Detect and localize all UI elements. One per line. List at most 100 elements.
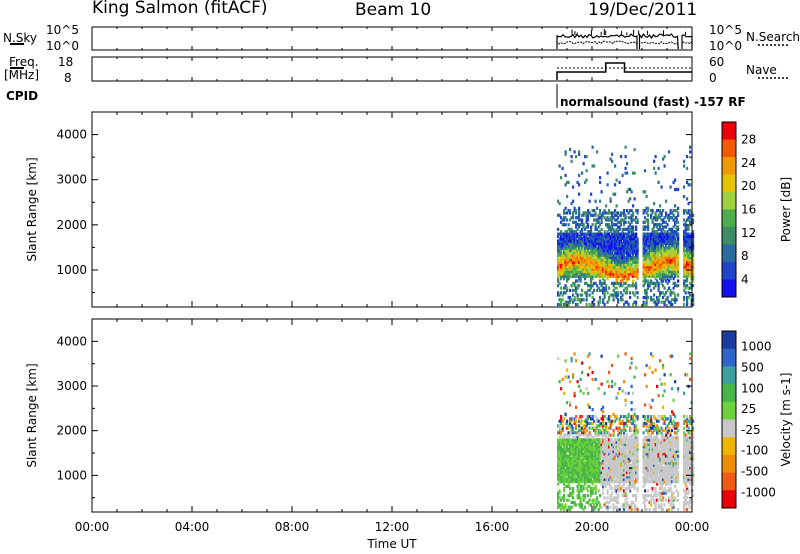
- range-cell: [650, 463, 653, 467]
- range-cell: [683, 473, 686, 477]
- range-cell: [587, 454, 590, 458]
- range-cell: [644, 169, 647, 173]
- range-cell: [663, 216, 666, 220]
- range-cell: [575, 253, 578, 257]
- range-cell: [621, 505, 624, 509]
- range-cell: [567, 454, 570, 458]
- range-cell: [687, 491, 690, 495]
- range-cell: [576, 473, 579, 477]
- range-cell: [573, 435, 576, 440]
- range-cell: [597, 302, 600, 307]
- range-cell: [584, 253, 587, 257]
- range-cell: [569, 253, 572, 257]
- range-cell: [606, 256, 609, 260]
- range-cell: [656, 470, 659, 474]
- range-cell: [647, 456, 650, 460]
- range-cell: [672, 473, 675, 477]
- range-cell: [684, 438, 687, 442]
- range-cell: [588, 484, 591, 488]
- range-cell: [600, 482, 603, 486]
- range-cell: [671, 354, 674, 358]
- range-cell: [629, 284, 632, 288]
- range-cell: [656, 463, 659, 467]
- range-cell: [564, 300, 567, 304]
- range-cell: [636, 452, 639, 456]
- range-cell: [558, 459, 561, 463]
- range-cell: [683, 218, 686, 222]
- range-cell: [606, 223, 609, 227]
- range-cell: [558, 265, 561, 269]
- range-cell: [612, 442, 615, 447]
- range-cell: [683, 507, 686, 512]
- range-cell: [578, 461, 581, 465]
- range-cell: [561, 424, 564, 428]
- range-cell: [674, 484, 677, 488]
- range-cell: [576, 284, 579, 288]
- range-cell: [606, 452, 609, 456]
- range-cell: [611, 272, 614, 276]
- range-cell: [674, 258, 677, 262]
- range-cell: [686, 487, 689, 491]
- range-cell: [629, 295, 632, 300]
- range-cell: [662, 263, 665, 267]
- range-cell: [662, 258, 665, 262]
- range-cell: [671, 473, 674, 477]
- range-cell: [612, 237, 615, 241]
- range-cell: [692, 239, 695, 243]
- range-cell: [633, 148, 636, 152]
- range-cell: [666, 456, 669, 460]
- range-cell: [591, 260, 594, 264]
- range-cell: [644, 274, 647, 278]
- range-cell: [587, 230, 590, 234]
- range-cell: [660, 470, 663, 474]
- range-cell: [573, 274, 576, 278]
- range-cell: [648, 433, 651, 437]
- range-cell: [609, 211, 612, 215]
- range-cell: [567, 267, 570, 271]
- range-cell: [579, 265, 582, 269]
- range-cell: [560, 298, 563, 302]
- range-cell: [632, 466, 635, 470]
- range-cell: [644, 256, 647, 260]
- range-cell: [674, 256, 677, 260]
- range-cell: [588, 288, 591, 292]
- range-cell: [611, 438, 614, 442]
- range-cell: [663, 272, 666, 276]
- range-cell: [660, 237, 663, 241]
- range-cell: [669, 489, 672, 493]
- range-cell: [651, 239, 654, 243]
- range-cell: [576, 295, 579, 300]
- range-cell: [635, 220, 638, 224]
- range-cell: [675, 433, 678, 437]
- range-cell: [557, 494, 560, 498]
- range-cell: [650, 461, 653, 465]
- range-cell: [692, 253, 695, 257]
- range-cell: [573, 454, 576, 458]
- range-cell: [642, 468, 645, 472]
- range-cell: [585, 417, 588, 421]
- range-cell: [659, 272, 662, 276]
- range-cell: [606, 445, 609, 449]
- range-cell: [564, 468, 567, 472]
- range-cell: [578, 468, 581, 472]
- range-cell: [564, 475, 567, 479]
- range-cell: [671, 428, 674, 433]
- range-cell: [645, 248, 648, 253]
- range-cell: [599, 234, 602, 238]
- range-cell: [608, 274, 611, 278]
- range-cell: [557, 431, 560, 435]
- range-cell: [651, 475, 654, 479]
- range-cell: [623, 494, 626, 498]
- range-cell: [599, 466, 602, 470]
- range-cell: [570, 456, 573, 460]
- range-cell: [669, 498, 672, 502]
- range-cell: [644, 442, 647, 447]
- range-cell: [606, 482, 609, 486]
- range-cell: [576, 456, 579, 460]
- range-cell: [579, 449, 582, 453]
- range-cell: [564, 216, 567, 220]
- range-cell: [573, 251, 576, 255]
- range-cell: [570, 419, 573, 423]
- range-cell: [599, 480, 602, 484]
- range-cell: [669, 477, 672, 481]
